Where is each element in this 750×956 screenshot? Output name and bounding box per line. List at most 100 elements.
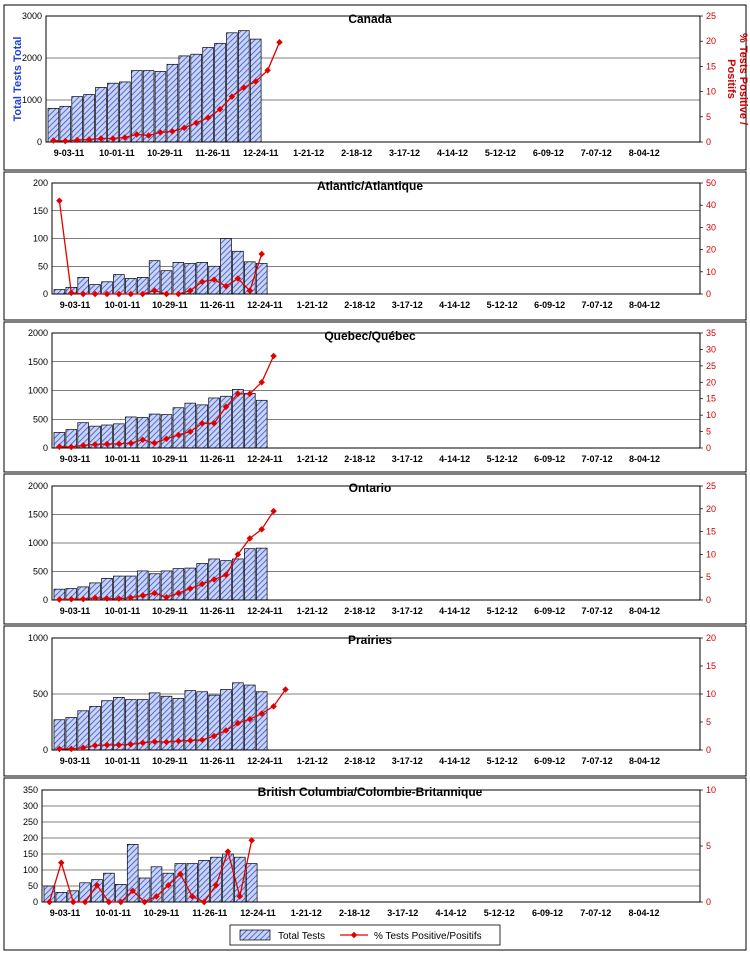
x-tick-label: 10-01-11 xyxy=(95,908,131,918)
point-percent-positive xyxy=(163,738,170,746)
point-percent-positive xyxy=(258,379,265,386)
y-left-tick-label: 200 xyxy=(33,178,48,188)
point-percent-positive xyxy=(228,93,236,100)
panel-4: 0 500 1000 1500 2000 0 5 10 15 20 25 9-03-11 10-01-1… xyxy=(3,473,747,625)
x-tick-label: 8-04-12 xyxy=(629,148,660,158)
point-percent-positive xyxy=(129,887,136,895)
y-left-tick-label: 100 xyxy=(33,234,48,244)
x-tick-label: 2-18-12 xyxy=(344,756,375,766)
bar-total-tests xyxy=(214,42,226,143)
y-left-tick-label: 500 xyxy=(33,414,48,424)
y-left-tick-label: 100 xyxy=(23,865,38,875)
bar-total-tests xyxy=(255,263,268,295)
bar-total-tests xyxy=(77,710,89,751)
y-left-tick-label: 0 xyxy=(43,745,48,755)
y-right-tick-label: 25 xyxy=(706,361,716,371)
point-percent-positive xyxy=(139,592,146,599)
point-percent-positive xyxy=(198,420,206,427)
x-tick-label: 11-26-11 xyxy=(200,606,235,616)
point-percent-positive xyxy=(210,276,218,283)
bar-total-tests xyxy=(95,87,107,143)
point-percent-positive xyxy=(270,352,277,360)
point-percent-positive xyxy=(246,390,254,398)
x-tick-label: 3-17-12 xyxy=(392,300,423,310)
x-tick-label: 10-29-11 xyxy=(152,606,188,616)
point-percent-positive xyxy=(93,881,101,889)
panel-3: 0 500 1000 1500 2000 0 5 10 15 20 25 30 35 9-03-11 10-… xyxy=(3,321,747,473)
x-tick-label: 8-04-12 xyxy=(629,454,660,464)
point-percent-positive xyxy=(177,870,184,878)
x-tick-label: 12-24-11 xyxy=(247,300,283,310)
legend-bar-label: Total Tests xyxy=(278,931,325,942)
point-percent-positive xyxy=(121,134,129,141)
point-percent-positive xyxy=(258,250,265,258)
point-percent-positive xyxy=(58,859,65,867)
plot-area xyxy=(41,789,701,903)
bar-total-tests xyxy=(210,856,222,903)
x-tick-label: 12-24-11 xyxy=(247,606,283,616)
y-right-tick-label: 30 xyxy=(706,344,716,354)
plot-area xyxy=(51,637,701,751)
point-percent-positive xyxy=(276,38,283,46)
point-percent-positive xyxy=(258,710,265,717)
point-percent-positive xyxy=(222,571,230,579)
point-percent-positive xyxy=(210,576,218,583)
x-tick-label: 1-21-12 xyxy=(291,908,322,918)
y-right-tick-label: 30 xyxy=(706,222,716,232)
y-right-tick-label: 5 xyxy=(706,572,711,582)
y-right-tick-label: 10 xyxy=(706,87,716,97)
y-left-tick-label: 1000 xyxy=(28,538,48,548)
point-percent-positive xyxy=(133,131,140,138)
x-tick-label: 3-17-12 xyxy=(389,148,420,158)
y-right-tick-label: 20 xyxy=(706,245,716,255)
y-left-axis-label: Total Tests Total xyxy=(12,37,24,122)
x-tick-label: 10-29-11 xyxy=(147,148,183,158)
panel-border xyxy=(3,4,747,171)
x-tick-label: 4-14-12 xyxy=(437,148,468,158)
bar-total-tests xyxy=(184,402,197,449)
x-tick-label: 7-07-12 xyxy=(582,756,613,766)
point-percent-positive xyxy=(68,745,75,753)
x-tick-label: 11-26-11 xyxy=(200,454,235,464)
point-percent-positive xyxy=(252,78,259,85)
x-tick-label: 10-01-11 xyxy=(105,606,141,616)
bar-total-tests xyxy=(220,689,232,751)
bar-total-tests xyxy=(255,547,268,601)
x-tick-label: 10-01-11 xyxy=(105,454,141,464)
bar-total-tests xyxy=(53,289,66,295)
point-percent-positive xyxy=(212,881,220,889)
point-percent-positive xyxy=(151,439,158,447)
x-tick-label: 5-12-12 xyxy=(487,454,518,464)
y-right-tick-label: 10 xyxy=(706,549,716,559)
point-percent-positive xyxy=(163,290,170,298)
x-tick-label: 7-07-12 xyxy=(582,454,613,464)
y-right-tick-label: 5 xyxy=(706,841,711,851)
point-percent-positive xyxy=(240,84,248,91)
legend-bar-swatch xyxy=(239,929,271,941)
y-right-tick-label: 20 xyxy=(706,36,716,46)
x-tick-label: 9-03-11 xyxy=(54,148,85,158)
point-percent-positive xyxy=(204,114,212,122)
y-right-tick-label: 0 xyxy=(706,137,711,147)
panel-border xyxy=(3,171,747,321)
x-tick-label: 11-26-11 xyxy=(200,300,235,310)
panel-6: 0 50 100 150 200 250 300 350 0 5 10 9-03-11 10-01-11… xyxy=(3,777,747,951)
point-percent-positive xyxy=(181,124,188,132)
x-tick-label: 5-12-12 xyxy=(485,148,516,158)
y-right-tick-label: 25 xyxy=(706,481,716,491)
x-tick-label: 6-09-12 xyxy=(533,148,564,158)
bar-total-tests xyxy=(107,82,119,143)
bar-total-tests xyxy=(65,717,78,751)
panel-border xyxy=(3,321,747,473)
y-right-tick-label: 35 xyxy=(706,328,716,338)
x-tick-label: 1-21-12 xyxy=(297,454,328,464)
y-left-tick-label: 3000 xyxy=(22,11,42,21)
x-tick-label: 2-18-12 xyxy=(344,300,375,310)
point-percent-positive xyxy=(151,287,158,294)
bar-total-tests xyxy=(232,682,244,751)
point-percent-positive xyxy=(127,594,135,601)
y-left-tick-label: 1500 xyxy=(28,510,48,520)
bar-total-tests xyxy=(255,399,268,449)
chart-title: Prairies xyxy=(348,633,392,647)
x-tick-label: 10-29-11 xyxy=(144,908,180,918)
